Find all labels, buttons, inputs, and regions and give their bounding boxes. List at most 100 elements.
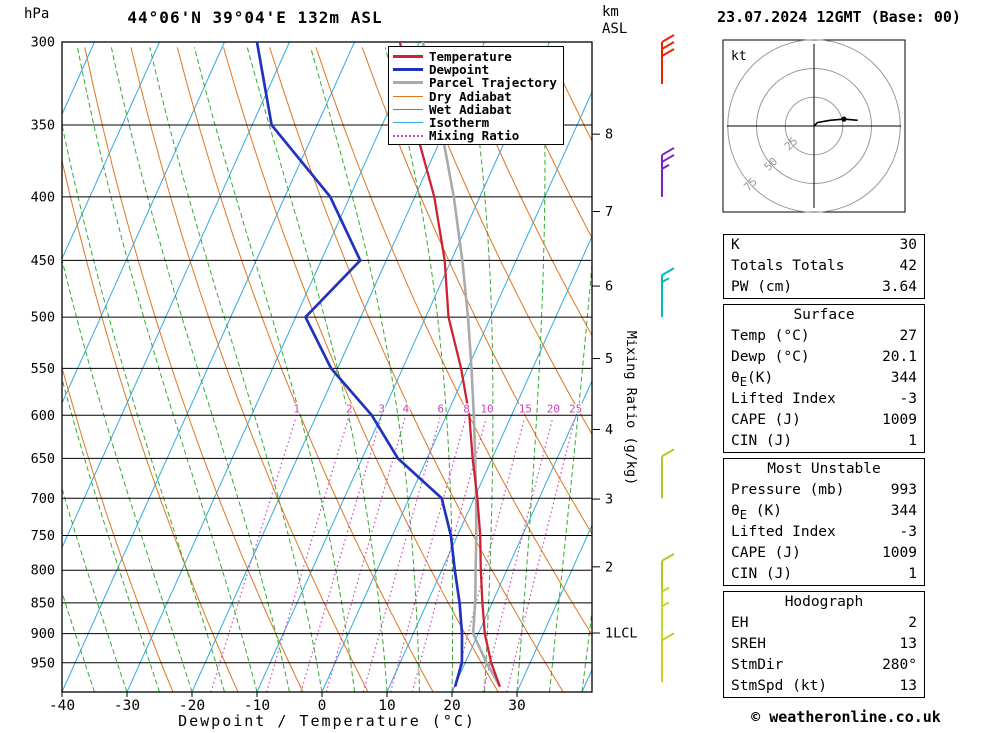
wet-adiabat-line: [310, 47, 420, 692]
table-row: CAPE (J) 1009: [724, 543, 924, 564]
pressure-tick-label: 800: [31, 563, 55, 579]
wet-adiabat-line: [62, 486, 128, 692]
dry-adiabat-line: [315, 47, 592, 636]
table-section-title: Most Unstable: [767, 461, 881, 477]
temp-tick-label: -20: [179, 698, 205, 714]
isotherm-line: [321, 90, 592, 692]
wind-barb: [661, 586, 670, 634]
table-row-value: 3.64: [882, 279, 917, 295]
legend-line-sample: [393, 68, 423, 72]
table-row-label: θE(K): [731, 370, 774, 389]
legend-item: Mixing Ratio: [393, 128, 559, 144]
mixing-ratio-line: [506, 417, 576, 692]
isotherm-line: [62, 42, 355, 692]
legend-item: Dry Adiabat: [393, 88, 559, 104]
mixing-ratio-label: 2: [346, 402, 353, 415]
legend-item: Parcel Trajectory: [393, 75, 559, 91]
wet-adiabat-line: [62, 122, 225, 692]
mixing-ratio-label: 3: [379, 402, 386, 415]
lcl-label: 1LCL: [605, 626, 638, 642]
legend-label: Wet Adiabat: [429, 101, 512, 117]
table-section-title: Surface: [793, 307, 855, 323]
temperature-curve: [398, 42, 501, 687]
pressure-tick-label: 900: [31, 626, 55, 642]
pressure-tick-label: 700: [31, 491, 55, 507]
hodograph-unit-label: kt: [731, 49, 747, 64]
mixing-ratio-line: [362, 417, 441, 692]
temp-tick-label: 30: [508, 698, 525, 714]
mixing-ratio-axis-label: Mixing Ratio (g/kg): [623, 330, 639, 486]
table-row-label: Lifted Index: [731, 391, 836, 407]
legend-label: Mixing Ratio: [429, 128, 520, 144]
temp-tick-label: -30: [114, 698, 140, 714]
pressure-tick-label: 600: [31, 408, 55, 424]
temp-tick-label: -40: [49, 698, 75, 714]
storm-motion-dot: [841, 116, 847, 122]
mixing-ratio-label: 1: [293, 402, 300, 415]
wind-barb: [661, 601, 670, 649]
table-row: CIN (J) 1: [724, 431, 924, 452]
wet-adiabat-line: [62, 257, 193, 692]
temp-tick-label: 0: [318, 698, 327, 714]
wind-barbs: [661, 34, 675, 683]
mixing-ratio-line: [325, 417, 406, 692]
table-row-label: CIN (J): [731, 433, 793, 449]
mixing-ratio-line: [482, 417, 554, 692]
legend-label: Isotherm: [429, 115, 490, 131]
legend-item: Temperature: [393, 49, 559, 65]
table-row: CIN (J) 1: [724, 564, 924, 585]
table-row-value: 13: [899, 678, 917, 694]
legend-line-sample: [393, 108, 423, 110]
isotherm-line: [516, 524, 592, 692]
x-axis-label: Dewpoint / Temperature (°C): [178, 712, 476, 730]
wet-adiabat-line: [549, 259, 592, 692]
legend-item: Dewpoint: [393, 62, 559, 78]
parcel-trajectory-curve: [421, 42, 502, 688]
dry-adiabat-line: [62, 158, 239, 692]
wet-adiabat-line: [384, 47, 454, 692]
mixing-ratio-line: [452, 417, 526, 692]
table-row: Lifted Index -3: [724, 389, 924, 410]
km-axis-unit-km: km: [602, 4, 619, 20]
stats-table: Most Unstable Pressure (mb) 993 θE (K) 344 Li…: [723, 458, 925, 586]
pressure-tick-label: 500: [31, 310, 55, 326]
dewpoint-curve: [255, 42, 464, 687]
table-row: K 30: [724, 235, 924, 256]
legend-label: Parcel Trajectory: [429, 75, 557, 91]
wet-adiabat-line: [465, 47, 494, 692]
table-row-value: 1009: [882, 545, 917, 561]
isotherm-line: [191, 42, 485, 692]
km-axis-unit: km ASL: [602, 4, 627, 38]
isotherm-line: [126, 42, 420, 692]
table-row-value: 344: [890, 503, 917, 519]
table-row: PW (cm) 3.64: [724, 277, 924, 298]
table-row-label: CIN (J): [731, 566, 793, 582]
legend-line-sample: [393, 122, 423, 124]
isotherm-line: [451, 379, 592, 692]
stats-table: Hodograph EH 2 SREH 13 StmDir 280° StmSpd (kt) 1…: [723, 591, 925, 698]
km-axis-unit-asl: ASL: [602, 21, 628, 37]
table-row-label: Dewp (°C): [731, 349, 810, 365]
legend-label: Temperature: [429, 49, 512, 65]
wet-adiabat-line: [110, 47, 290, 692]
table-row-label: Temp (°C): [731, 328, 810, 344]
km-tick-label: 5: [605, 351, 613, 367]
dry-adiabat-line: [130, 47, 369, 692]
pressure-tick-label: 400: [31, 189, 55, 205]
legend-label: Dry Adiabat: [429, 88, 512, 104]
table-section-title: Hodograph: [784, 594, 864, 610]
dry-adiabat-line: [84, 47, 304, 692]
dry-adiabat-line: [454, 47, 592, 337]
table-row-label: EH: [731, 615, 749, 631]
isotherm-line: [0, 42, 30, 692]
isotherm-line: [256, 42, 550, 692]
legend-label: Dewpoint: [429, 62, 490, 78]
table-row-value: 1009: [882, 412, 917, 428]
table-row-label: StmDir: [731, 657, 784, 673]
km-axis: 8 7 6 5 4 3 2 1LCL: [592, 127, 638, 642]
table-row-label: SREH: [731, 636, 766, 652]
mixing-ratio-label: 25: [569, 402, 582, 415]
dry-adiabat-line: [500, 47, 592, 239]
